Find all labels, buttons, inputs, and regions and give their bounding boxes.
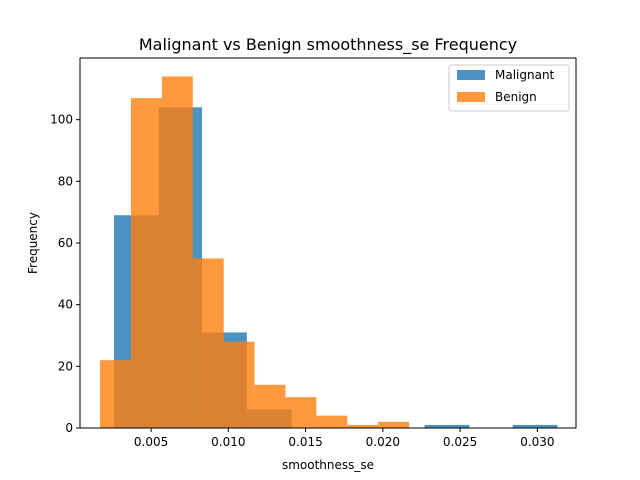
x-tick-label: 0.010 [211,435,245,449]
y-tick-label: 20 [58,359,73,373]
x-tick-label: 0.030 [520,435,554,449]
chart-title: Malignant vs Benign smoothness_se Freque… [139,35,517,55]
bar-benign-9 [378,421,410,428]
y-tick-label: 40 [58,298,73,312]
bar-benign-0 [100,360,131,428]
x-tick-label: 0.025 [443,435,477,449]
bars-layer [100,76,558,428]
bar-benign-2 [161,76,193,428]
y-tick-label: 80 [58,174,73,188]
legend-swatch-malignant [457,70,485,80]
bar-malignant-9 [512,424,558,428]
bar-malignant-7 [424,424,470,428]
legend-label-benign: Benign [495,90,537,104]
bar-benign-6 [285,397,317,428]
legend-label-malignant: Malignant [495,68,555,82]
bar-benign-4 [223,341,255,428]
bar-benign-8 [347,424,379,428]
x-tick-label: 0.015 [288,435,322,449]
bar-benign-7 [316,415,348,428]
y-tick-label: 0 [65,421,73,435]
legend: Malignant Benign [448,64,570,112]
x-tick-label: 0.020 [366,435,400,449]
x-tick-label: 0.005 [134,435,168,449]
y-tick-label: 60 [58,236,73,250]
y-axis-label: Frequency [26,212,40,274]
bar-benign-5 [254,384,286,428]
bar-benign-1 [130,98,162,428]
y-axis-ticks: 0 20 40 60 80 100 [50,113,80,435]
bar-benign-3 [192,258,224,428]
y-tick-label: 100 [50,113,73,127]
x-axis-label: smoothness_se [282,458,374,472]
legend-swatch-benign [457,92,485,102]
x-axis-ticks: 0.005 0.010 0.015 0.020 0.025 0.030 [134,428,555,449]
